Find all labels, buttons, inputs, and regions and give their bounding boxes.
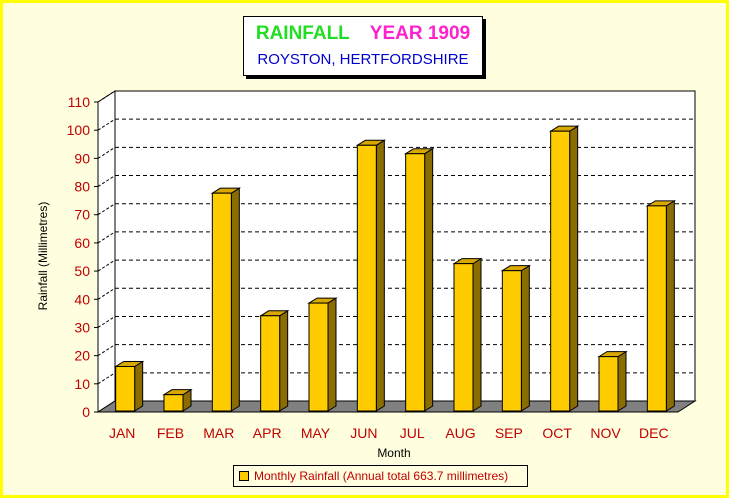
x-tick-label: MAR: [203, 425, 234, 441]
chart-subtitle: ROYSTON, HERTFORDSHIRE: [257, 51, 469, 68]
bar-side: [134, 360, 144, 412]
bar-front: [163, 394, 184, 412]
bar-front: [453, 263, 474, 412]
bar-front: [501, 270, 522, 412]
gridline-side: [97, 316, 116, 328]
bar-side: [375, 139, 385, 412]
bar: [645, 199, 677, 412]
x-tick-label: JUL: [400, 425, 425, 441]
y-tick-label: 90: [74, 150, 90, 166]
y-tick-label: 70: [74, 207, 90, 223]
bar-side: [617, 350, 627, 412]
bar-side: [665, 199, 675, 412]
plot-left-wall: [97, 90, 116, 413]
x-tick-label: SEP: [495, 425, 523, 441]
bar-side: [569, 125, 579, 412]
gridline-side: [97, 203, 116, 216]
bar: [597, 350, 628, 412]
x-tick-label: FEB: [157, 425, 184, 441]
bar: [548, 125, 580, 412]
gridline-side: [97, 175, 116, 187]
gridline-side: [97, 118, 116, 131]
gridline-side: [97, 372, 116, 385]
bar-front: [115, 366, 136, 412]
legend-swatch: [239, 471, 249, 481]
chart-title: RAINFALL YEAR 1909: [244, 23, 482, 45]
x-tick-label: AUG: [445, 425, 475, 441]
chart-title-year: YEAR 1909: [369, 23, 471, 44]
y-tick-label: 60: [74, 235, 90, 251]
chart-title-box: RAINFALL YEAR 1909 ROYSTON, HERTFORDSHIRE: [243, 16, 483, 76]
bar-side: [279, 309, 289, 412]
bar-side: [520, 264, 530, 412]
y-tick-label: 50: [74, 263, 90, 279]
bar-front: [550, 130, 571, 412]
y-tick-label: 30: [74, 319, 90, 335]
bar: [403, 147, 435, 412]
gridline-side: [97, 90, 116, 103]
gridlines: [94, 90, 695, 413]
chart-title-rainfall: RAINFALL: [255, 23, 350, 44]
bar-side: [424, 147, 434, 412]
x-tick-label: MAY: [301, 425, 331, 441]
x-tick-label: JUN: [350, 425, 377, 441]
bar: [307, 297, 338, 412]
bar: [162, 388, 193, 412]
y-tick-label: 10: [74, 376, 90, 392]
bar-side: [230, 187, 240, 412]
x-tick-label: APR: [253, 425, 282, 441]
bar-side: [472, 257, 482, 412]
y-tick-label: 80: [74, 179, 90, 195]
bar: [452, 257, 483, 412]
plot-floor-plane: [96, 400, 697, 413]
x-tick-label: JAN: [109, 425, 135, 441]
x-tick-label: DEC: [639, 425, 669, 441]
y-tick-label: 100: [67, 122, 91, 138]
bar: [258, 309, 290, 412]
x-axis-label: Month: [377, 446, 410, 460]
x-tick-label: OCT: [542, 425, 572, 441]
bar: [210, 187, 242, 412]
bar: [500, 264, 532, 412]
y-tick-label: 40: [74, 291, 90, 307]
gridline-side: [97, 344, 116, 357]
legend: Monthly Rainfall (Annual total 663.7 mil…: [233, 465, 528, 487]
bar-front: [646, 205, 667, 412]
bar-front: [405, 153, 426, 412]
x-tick-labels: JAN FEB MAR APR MAY JUN JUL AUG SEP OCT NOV DEC: [109, 425, 669, 441]
bars: [113, 125, 677, 412]
bar-side: [327, 297, 337, 412]
y-tick-label: 0: [82, 404, 90, 420]
gridline-side: [97, 287, 116, 300]
y-tick-label: 110: [68, 94, 91, 110]
bar-front: [211, 192, 232, 412]
gridline-side: [97, 146, 116, 159]
gridline-side: [97, 259, 116, 272]
y-axis-label: Rainfall (Millimetres): [36, 202, 50, 311]
bar-front: [598, 356, 619, 412]
x-tick-label: NOV: [590, 425, 621, 441]
gridline-side: [97, 231, 116, 244]
y-tick-labels: 0 10 20 30 40 50 60 70 80 90 100 110: [67, 94, 91, 420]
plot-floor: [96, 400, 697, 413]
plot-back-wall: [114, 90, 696, 402]
bar-front: [308, 302, 329, 412]
bar-front: [356, 144, 377, 412]
legend-label: Monthly Rainfall (Annual total 663.7 mil…: [254, 469, 509, 483]
bar: [113, 360, 145, 412]
y-tick-label: 20: [74, 348, 90, 364]
plot-walls: [97, 90, 696, 413]
bar: [355, 139, 387, 412]
bar-front: [260, 315, 281, 412]
